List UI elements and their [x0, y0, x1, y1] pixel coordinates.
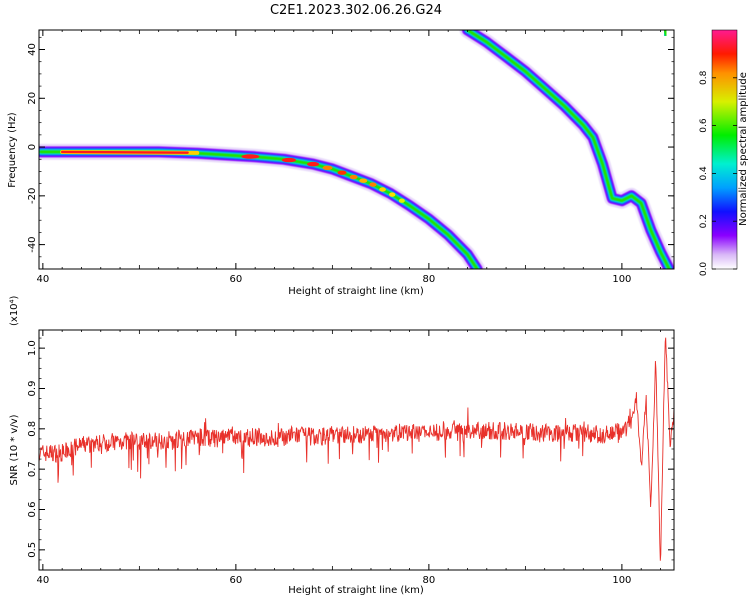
snr-xtick-label: 80 — [423, 575, 436, 586]
trace-2-layer-4 — [663, 30, 668, 37]
snr-ticks: 40 60 80 100 0.5 0.6 0.7 0.8 0.9 1.0 — [27, 330, 674, 586]
colorbar-gradient — [711, 29, 738, 270]
snr-ylabel: SNR (10 * v/v) — [9, 414, 20, 485]
spectrogram-ytick-label: 0 — [27, 144, 38, 150]
trace-0-blob — [307, 161, 320, 167]
trace-1-layer-4 — [466, 30, 671, 269]
colorbar-tick-label: 0.2 — [699, 214, 709, 228]
spectrogram-ytick-label: -20 — [27, 188, 38, 204]
trace-0-blob — [322, 165, 333, 170]
colorbar: 0.0 0.2 0.4 0.6 0.8 Normalized spectral ampl… — [699, 29, 749, 276]
snr-series-line — [39, 337, 674, 561]
trace-1-layer-0 — [459, 30, 674, 269]
trace-0-blob — [349, 174, 358, 180]
colorbar-tick-label: 0.0 — [699, 262, 709, 277]
spectrogram-frame — [38, 29, 675, 270]
spectrogram-traces — [39, 30, 674, 269]
trace-1-layer-2 — [463, 30, 674, 269]
trace-1-layer-3 — [464, 30, 672, 269]
spectrogram-ylabel: Frequency (Hz) — [7, 112, 18, 188]
trace-0-layer-2 — [39, 147, 482, 269]
snr-ytick-label: 0.9 — [27, 381, 38, 397]
trace-0-blob — [389, 192, 396, 197]
snr-xtick-label: 40 — [36, 575, 49, 586]
snr-xtick-label: 100 — [612, 575, 631, 586]
spectrogram-xtick-label: 80 — [423, 274, 436, 285]
snr-multiplier: (x10⁴) — [9, 295, 20, 326]
snr-frame — [38, 329, 675, 571]
snr-ytick-label: 0.8 — [27, 421, 38, 437]
spectrogram-xtick-label: 100 — [612, 274, 631, 285]
figure-title: C2E1.2023.302.06.26.G24 — [270, 3, 442, 18]
trace-1-layer-1 — [462, 30, 674, 269]
snr-ytick-label: 0.6 — [27, 502, 38, 518]
snr-ytick-label: 0.7 — [27, 461, 38, 477]
snr-traces — [39, 337, 674, 561]
spectrogram-xtick-label: 60 — [230, 274, 243, 285]
spectrogram-ytick-label: -40 — [27, 236, 38, 252]
spectrogram-ticks: 40 60 80 100 -40 -20 0 20 40 — [27, 30, 674, 285]
trace-0-blob — [281, 157, 296, 163]
trace-0-blob — [369, 182, 377, 187]
trace-0-core-red — [60, 150, 189, 154]
spectrogram-ytick-label: 20 — [27, 92, 38, 105]
snr-ytick-label: 1.0 — [27, 340, 38, 356]
snr-xtick-label: 60 — [230, 575, 243, 586]
trace-0-blob — [337, 170, 347, 175]
colorbar-label: Normalized spectral amplitude — [738, 72, 749, 226]
trace-0-blob — [359, 178, 368, 183]
spectrogram-panel: 40 60 80 100 -40 -20 0 20 40 Height of straight … — [7, 29, 675, 297]
colorbar-tick-label: 0.8 — [699, 70, 709, 85]
colorbar-tick-label: 0.4 — [699, 166, 709, 181]
spectrogram-xtick-label: 40 — [36, 274, 49, 285]
snr-xlabel: Height of straight line (km) — [288, 585, 424, 596]
trace-0-blob — [379, 187, 386, 192]
snr-ytick-label: 0.5 — [27, 542, 38, 558]
colorbar-ticks: 0.0 0.2 0.4 0.6 0.8 — [699, 70, 737, 276]
trace-0-blob — [398, 198, 405, 203]
snr-panel: 40 60 80 100 0.5 0.6 0.7 0.8 0.9 1.0 Height of st… — [9, 295, 675, 596]
colorbar-tick-label: 0.6 — [699, 118, 709, 133]
spectrogram-xlabel: Height of straight line (km) — [288, 286, 424, 297]
trace-0-blob — [241, 154, 260, 159]
spectrogram-ytick-label: 40 — [27, 43, 38, 56]
